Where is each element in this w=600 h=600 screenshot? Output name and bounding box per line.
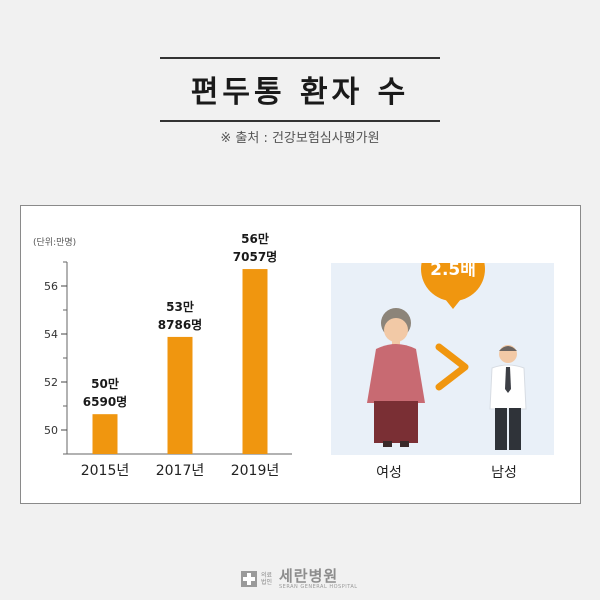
female-label: 여성 [376,465,402,481]
logo-small-text: 의료법인 [261,572,273,586]
title-block: 편두통 환자 수 [160,57,440,122]
x-tick-label: 2017년 [156,463,205,479]
data-label: 8786명 [158,318,202,332]
y-tick-label: 52 [44,376,58,389]
hospital-logo: 의료법인 세란병원 SERAN GENERAL HOSPITAL [241,568,358,590]
male-left-leg [495,408,507,450]
female-skirt [374,401,418,443]
title-top-rule [160,57,440,59]
gender-illustration [331,237,554,455]
bar [167,336,193,454]
greater-than-icon [435,343,469,391]
unit-label: (단위:만명) [33,237,76,248]
illustration-svg [367,237,527,450]
page-title: 편두통 환자 수 [190,75,410,110]
male-tie [505,367,511,393]
male-figure [489,345,527,450]
male-label: 남성 [491,465,517,481]
x-tick-label: 2015년 [81,463,130,479]
female-figure [367,308,425,447]
male-right-leg [509,408,521,450]
bar [242,269,268,454]
source-note: ※ 출처 : 건강보험심사평가원 [220,131,380,146]
x-tick-label: 2019년 [231,463,280,479]
bubble-circle [421,237,485,301]
y-tick-label: 56 [44,280,58,293]
data-label: 7057명 [233,250,277,264]
logo-name: 세란병원 [279,566,339,585]
bubble-tail [445,299,461,309]
ratio-bubble [421,237,485,309]
data-label: 56만 [241,231,269,246]
y-tick-label: 50 [44,424,58,437]
bar [92,414,118,454]
y-tick-label: 54 [44,328,58,341]
female-face [384,318,408,342]
cross-icon [241,571,257,587]
logo-english: SERAN GENERAL HOSPITAL [279,583,358,590]
data-label: 6590명 [83,395,127,409]
title-bottom-rule [160,120,440,122]
data-label: 50만 [91,376,119,391]
data-label: 53만 [166,299,194,314]
female-sweater [367,344,425,403]
